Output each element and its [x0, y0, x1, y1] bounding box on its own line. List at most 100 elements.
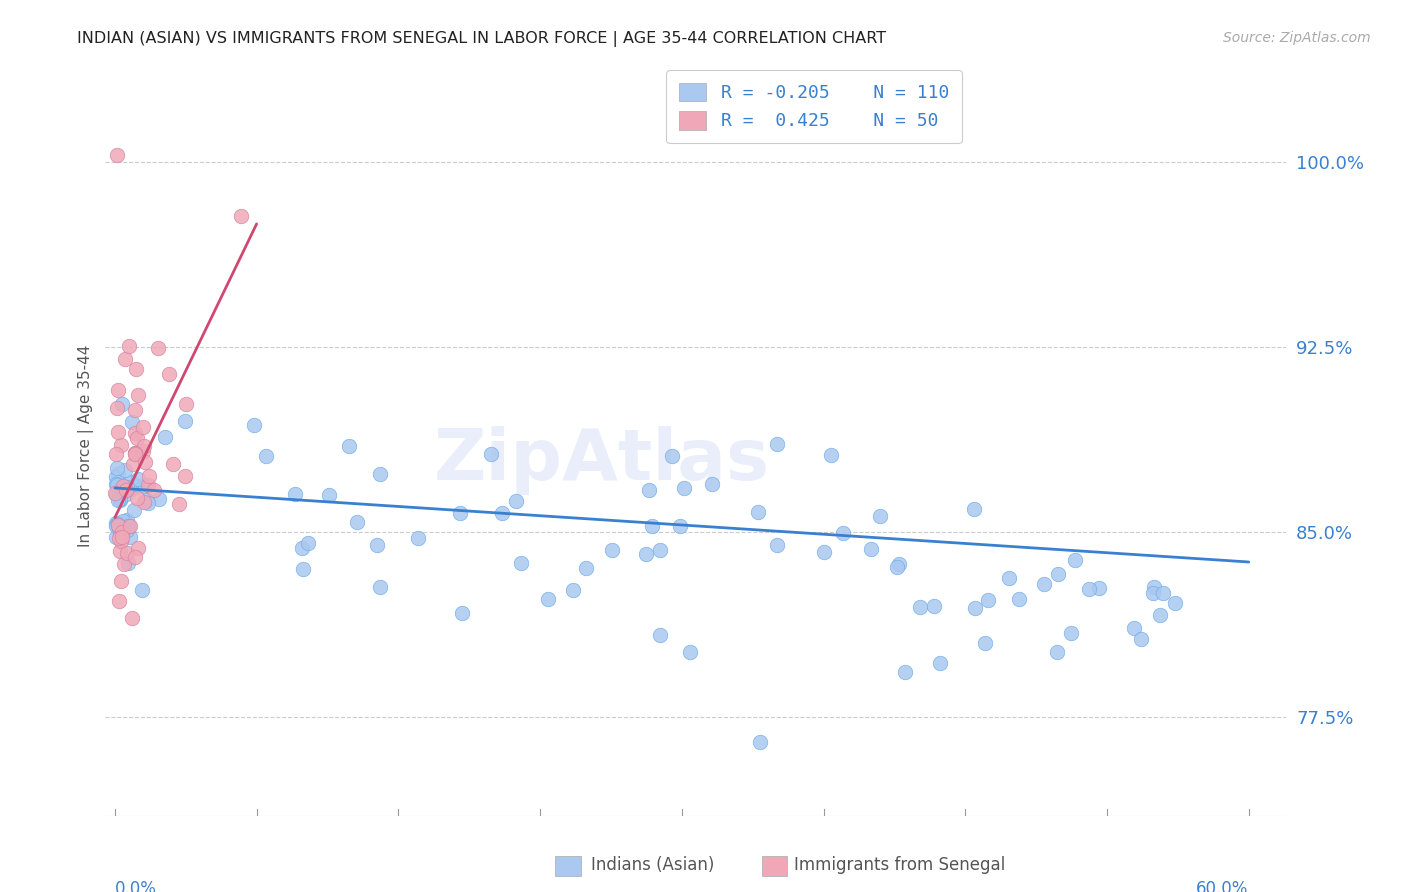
Point — [107, 493, 129, 508]
Point — [339, 439, 361, 453]
Point — [766, 538, 789, 552]
Point — [108, 492, 131, 507]
Point — [669, 519, 692, 533]
Point — [1088, 581, 1111, 595]
Point — [117, 339, 139, 353]
Point — [1060, 625, 1083, 640]
Point — [112, 514, 135, 528]
Point — [104, 516, 127, 531]
Point — [117, 513, 139, 527]
Point — [120, 530, 142, 544]
Point — [118, 519, 141, 533]
Point — [450, 606, 472, 620]
Point — [124, 425, 146, 440]
Point — [318, 488, 340, 502]
Text: 0.0%: 0.0% — [115, 880, 157, 892]
Point — [136, 477, 159, 491]
Point — [134, 479, 156, 493]
Point — [127, 387, 149, 401]
Point — [998, 571, 1021, 585]
Point — [110, 397, 132, 411]
Point — [107, 467, 129, 481]
Point — [134, 455, 156, 469]
Point — [174, 397, 197, 411]
Point — [1033, 577, 1056, 591]
Point — [105, 148, 128, 162]
Point — [368, 580, 391, 594]
Point — [1122, 621, 1144, 635]
Point — [174, 414, 197, 428]
Point — [243, 417, 266, 432]
Point — [132, 494, 155, 508]
Point — [869, 508, 891, 523]
Point — [672, 481, 695, 495]
Point — [973, 635, 995, 649]
Point — [346, 515, 368, 529]
Point — [449, 506, 471, 520]
Point — [120, 475, 142, 489]
Point — [291, 541, 314, 556]
Point — [1078, 582, 1101, 597]
Point — [1046, 566, 1069, 581]
Point — [153, 429, 176, 443]
Point — [124, 402, 146, 417]
Point — [162, 457, 184, 471]
Point — [104, 470, 127, 484]
Text: Indians (Asian): Indians (Asian) — [591, 856, 714, 874]
Point — [111, 524, 134, 539]
Point — [127, 472, 149, 486]
Point — [284, 487, 307, 501]
Point — [922, 599, 945, 613]
Point — [562, 583, 585, 598]
Point — [648, 543, 671, 558]
Point — [105, 401, 128, 415]
Point — [157, 367, 180, 381]
Point — [928, 656, 950, 670]
Point — [115, 487, 138, 501]
Text: Immigrants from Senegal: Immigrants from Senegal — [794, 856, 1005, 874]
Point — [1063, 553, 1085, 567]
Point — [110, 489, 132, 503]
Point — [112, 520, 135, 534]
Point — [120, 519, 142, 533]
Point — [107, 425, 129, 439]
Point — [479, 447, 502, 461]
Point — [124, 446, 146, 460]
Point — [115, 480, 138, 494]
Point — [127, 541, 149, 555]
Point — [104, 476, 127, 491]
Point — [638, 483, 661, 497]
Point — [122, 502, 145, 516]
Point — [1152, 586, 1174, 600]
Text: INDIAN (ASIAN) VS IMMIGRANTS FROM SENEGAL IN LABOR FORCE | AGE 35-44 CORRELATION: INDIAN (ASIAN) VS IMMIGRANTS FROM SENEGA… — [77, 31, 886, 47]
Point — [886, 559, 908, 574]
Point — [148, 341, 170, 355]
Point — [749, 735, 772, 749]
Point — [110, 437, 132, 451]
Point — [127, 479, 149, 493]
Point — [125, 491, 148, 505]
Point — [134, 439, 156, 453]
Point — [1142, 586, 1164, 600]
Point — [889, 558, 911, 572]
Point — [117, 556, 139, 570]
Point — [110, 533, 132, 548]
Point — [124, 549, 146, 564]
Point — [1149, 607, 1171, 622]
Point — [292, 562, 315, 576]
Point — [105, 477, 128, 491]
Point — [136, 496, 159, 510]
Point — [976, 593, 998, 607]
Point — [111, 530, 134, 544]
Point — [143, 483, 166, 498]
Point — [860, 541, 883, 556]
Point — [124, 446, 146, 460]
Point — [254, 449, 277, 463]
Point — [105, 516, 128, 531]
Point — [121, 458, 143, 472]
Point — [105, 487, 128, 501]
Point — [893, 665, 915, 679]
Point — [575, 560, 598, 574]
Point — [634, 547, 657, 561]
Point — [700, 477, 723, 491]
